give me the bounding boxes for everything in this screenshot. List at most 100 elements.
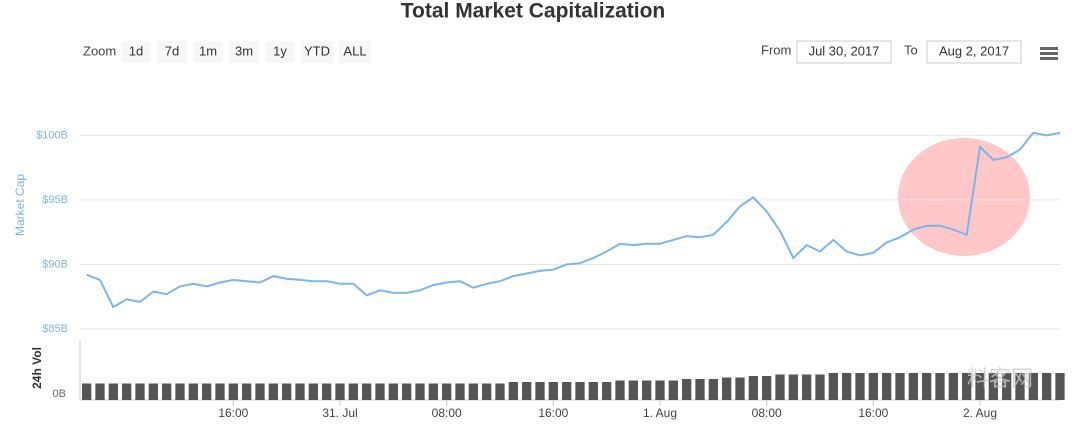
x-tick-label: 08:00 (432, 406, 462, 420)
y-tick-label: $100B (36, 129, 68, 141)
volume-bar (188, 383, 198, 400)
volume-bar (268, 383, 278, 400)
volume-bar (162, 383, 172, 400)
volume-bar (455, 383, 465, 400)
volume-bar (335, 383, 345, 400)
volume-bar (642, 380, 652, 400)
volume-bar (895, 373, 905, 400)
zoom-button-label[interactable]: 7d (165, 43, 179, 58)
menu-bar[interactable] (1040, 57, 1058, 60)
volume-bar (628, 380, 638, 400)
volume-bar (402, 383, 412, 400)
volume-bar (788, 374, 798, 400)
volume-bar (362, 383, 372, 400)
menu-bar[interactable] (1040, 52, 1058, 55)
zoom-button[interactable] (157, 41, 187, 63)
volume-bar (948, 373, 958, 400)
x-tick-label: 2. Aug (963, 406, 997, 420)
volume-bar (975, 373, 985, 400)
to-label: To (904, 42, 918, 57)
volume-bar (842, 373, 852, 400)
volume-bar (295, 383, 305, 400)
y-tick-label: $90B (42, 258, 68, 270)
zoom-button-label[interactable]: 1d (129, 43, 143, 58)
volume-bar (442, 383, 452, 400)
zoom-button-label[interactable]: 3m (235, 43, 253, 58)
volume-bar (1042, 373, 1052, 400)
menu-bar[interactable] (1040, 47, 1058, 50)
volume-bar (815, 374, 825, 400)
volume-bar (508, 382, 518, 400)
volume-bar (722, 377, 732, 400)
from-input[interactable] (796, 40, 892, 64)
volume-bar (882, 373, 892, 400)
volume-bar (828, 373, 838, 400)
volume-bar (242, 383, 252, 400)
volume-bar (348, 383, 358, 400)
zoom-button[interactable] (301, 41, 333, 63)
to-value[interactable]: Aug 2, 2017 (939, 43, 1009, 58)
menu-button[interactable] (1040, 47, 1058, 60)
volume-bar (415, 383, 425, 400)
volume-bar (495, 383, 505, 400)
volume-bar (1055, 373, 1065, 400)
volume-bar (668, 380, 678, 400)
x-tick-label: 1. Aug (643, 406, 677, 420)
zoom-button[interactable] (121, 41, 151, 63)
volume-bar (148, 383, 158, 400)
volume-bar (135, 383, 145, 400)
volume-bar (108, 383, 118, 400)
zoom-label: Zoom (83, 43, 116, 58)
volume-bar (695, 379, 705, 400)
volume-bar (428, 383, 438, 400)
volume-bar (868, 373, 878, 400)
y-tick-label: $95B (42, 194, 68, 206)
x-tick-label: 31. Jul (322, 406, 357, 420)
y-axis-title: Market Cap (13, 174, 27, 236)
zoom-button-label[interactable]: ALL (343, 43, 366, 58)
volume-bar (775, 374, 785, 400)
y2-axis-title: 24h Vol (30, 347, 44, 389)
volume-bar (468, 383, 478, 400)
volume-bar (602, 382, 612, 400)
volume-bar (122, 383, 132, 400)
volume-bar (1015, 373, 1025, 400)
x-tick-label: 16:00 (858, 406, 888, 420)
volume-bar (762, 376, 772, 400)
from-value[interactable]: Jul 30, 2017 (809, 43, 880, 58)
volume-bar (95, 383, 105, 400)
zoom-button[interactable] (339, 41, 371, 63)
volume-bar (1002, 373, 1012, 400)
volume-bar (682, 379, 692, 400)
zoom-button-label[interactable]: 1m (199, 43, 217, 58)
x-tick-label: 16:00 (218, 406, 248, 420)
zoom-button[interactable] (229, 41, 259, 63)
volume-bar (655, 380, 665, 400)
chart-title: Total Market Capitalization (401, 0, 665, 23)
volume-bar (548, 382, 558, 400)
volume-bar (988, 373, 998, 400)
volume-bar (255, 383, 265, 400)
volume-bar (935, 373, 945, 400)
volume-bar (175, 383, 185, 400)
watermark: 料客网 (967, 366, 1033, 391)
y2-tick-label: 0B (53, 388, 66, 400)
volume-bar (708, 379, 718, 400)
volume-bar (215, 383, 225, 400)
x-tick-label: 16:00 (538, 406, 568, 420)
to-input[interactable] (926, 40, 1022, 64)
zoom-button[interactable] (193, 41, 223, 63)
x-tick-label: 08:00 (752, 406, 782, 420)
volume-bar (735, 377, 745, 400)
volume-bar (615, 380, 625, 400)
zoom-button[interactable] (265, 41, 295, 63)
volume-bar (522, 382, 532, 400)
volume-bar (482, 383, 492, 400)
volume-bar (282, 383, 292, 400)
zoom-button-label[interactable]: YTD (304, 43, 330, 58)
zoom-button-label[interactable]: 1y (273, 43, 287, 58)
volume-bar (802, 374, 812, 400)
volume-bar (922, 373, 932, 400)
